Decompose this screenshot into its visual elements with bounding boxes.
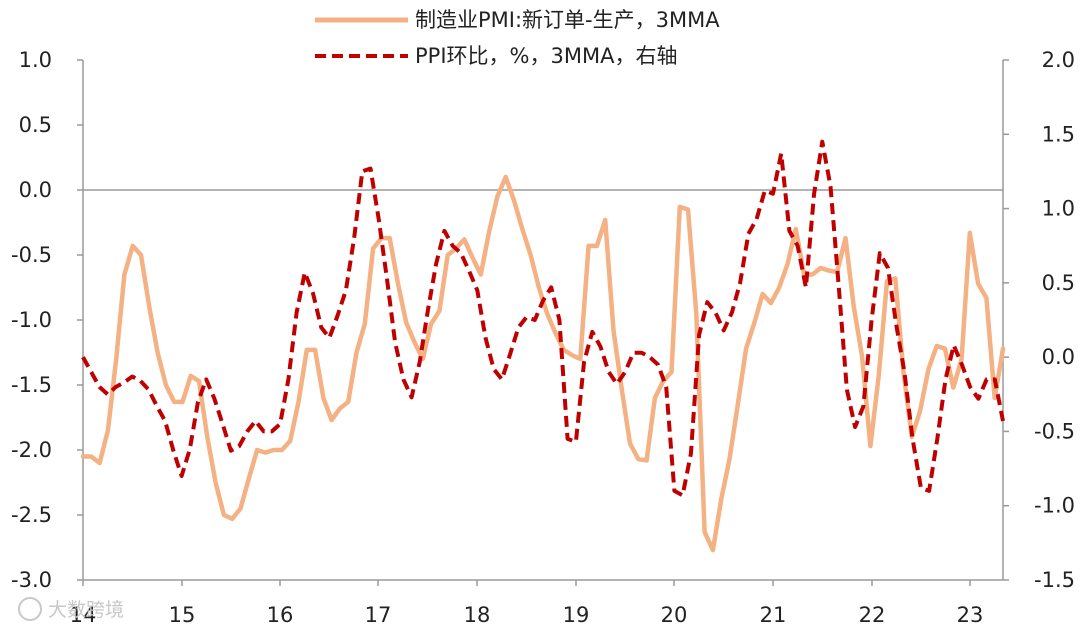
watermark-logo-icon (18, 597, 42, 621)
x-tick-label: 20 (661, 603, 688, 627)
right-tick-label: 0.5 (1042, 271, 1075, 295)
series-layer (80, 139, 1006, 553)
left-tick-label: -2.0 (11, 438, 52, 462)
x-tick-label: 15 (169, 603, 196, 627)
x-tick-label: 23 (957, 603, 984, 627)
left-tick-label: -1.5 (11, 373, 52, 397)
series-line-2 (81, 139, 1005, 498)
left-tick-label: -1.0 (11, 308, 52, 332)
legend: 制造业PMI:新订单-生产，3MMA PPI环比，%，3MMA，右轴 (315, 8, 720, 68)
x-tick-label: 16 (267, 603, 294, 627)
watermark-text: 大数跨境 (48, 599, 124, 621)
right-tick-label: -0.5 (1034, 419, 1075, 443)
left-tick-label: 0.5 (19, 113, 52, 137)
right-tick-label: 1.0 (1042, 197, 1075, 221)
left-tick-label: 0.0 (19, 178, 52, 202)
watermark: 大数跨境 (18, 597, 124, 621)
x-tick-label: 17 (365, 603, 392, 627)
x-tick-label: 21 (760, 603, 787, 627)
left-tick-label: -2.5 (11, 503, 52, 527)
left-tick-label: -3.0 (11, 568, 52, 592)
right-tick-label: -1.0 (1034, 494, 1075, 518)
x-tick-label: 18 (464, 603, 491, 627)
right-tick-label: 1.5 (1042, 122, 1075, 146)
legend-label-1: 制造业PMI:新订单-生产，3MMA (415, 8, 720, 32)
right-tick-label: 0.0 (1042, 345, 1075, 369)
legend-label-2: PPI环比，%，3MMA，右轴 (415, 44, 677, 68)
axes: 1.0 0.5 0.0 -0.5 -1.0 -1.5 -2.0 -2.5 -3.0 2.0 1.5 1… (11, 48, 1075, 627)
right-tick-label: -1.5 (1034, 568, 1075, 592)
x-tick-label: 19 (563, 603, 590, 627)
x-tick-label: 14 (70, 603, 97, 627)
series-line-1 (80, 174, 1006, 553)
left-tick-label: -0.5 (11, 243, 52, 267)
right-tick-label: 2.0 (1042, 48, 1075, 72)
x-tick-label: 22 (859, 603, 886, 627)
left-tick-label: 1.0 (19, 48, 52, 72)
